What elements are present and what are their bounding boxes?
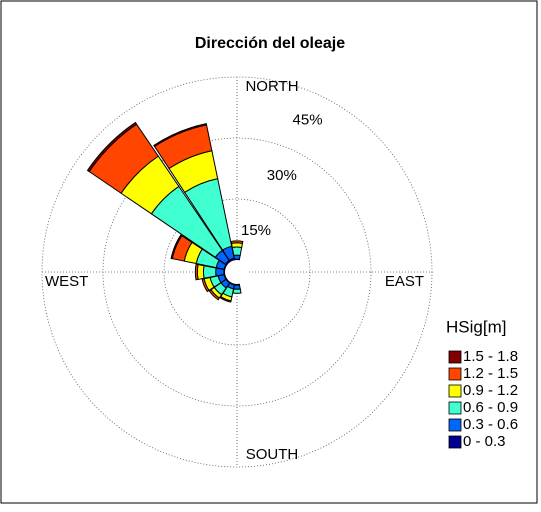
legend-swatch (448, 435, 462, 449)
legend-swatch (448, 350, 462, 364)
legend-label: 0.9 - 1.2 (463, 382, 518, 399)
center-hole (225, 260, 249, 284)
legend-label: 1.5 - 1.8 (463, 348, 518, 365)
legend-swatch (448, 367, 462, 381)
legend-swatch (448, 384, 462, 398)
legend-title: HSig[m] (446, 317, 506, 336)
legend-label: 1.2 - 1.5 (463, 365, 518, 382)
wedge-segment (208, 289, 220, 301)
direction-label: EAST (385, 273, 424, 290)
legend-swatch (448, 401, 462, 415)
r-tick-label: 45% (293, 112, 323, 129)
direction-label: WEST (45, 273, 88, 290)
r-tick-label: 15% (241, 222, 271, 239)
wedge-segment (153, 123, 208, 148)
wedge-segment (170, 234, 183, 260)
legend-label: 0.6 - 0.9 (463, 399, 518, 416)
legend-swatch (448, 418, 462, 432)
wedge-segment (230, 240, 244, 245)
legend-label: 0.3 - 0.6 (463, 416, 518, 433)
legend-label: 0 - 0.3 (463, 433, 506, 450)
wedge-segment (201, 278, 210, 293)
wedge-segment (86, 121, 138, 173)
chart-title: Dirección del oleaje (195, 35, 345, 52)
direction-label: NORTH (245, 78, 298, 95)
wedge-segment (196, 263, 205, 281)
direction-label: SOUTH (246, 446, 299, 463)
wedge-segment (232, 288, 242, 294)
r-tick-label: 30% (267, 167, 297, 184)
wedge-segment (194, 263, 199, 281)
frame (0, 0, 538, 504)
